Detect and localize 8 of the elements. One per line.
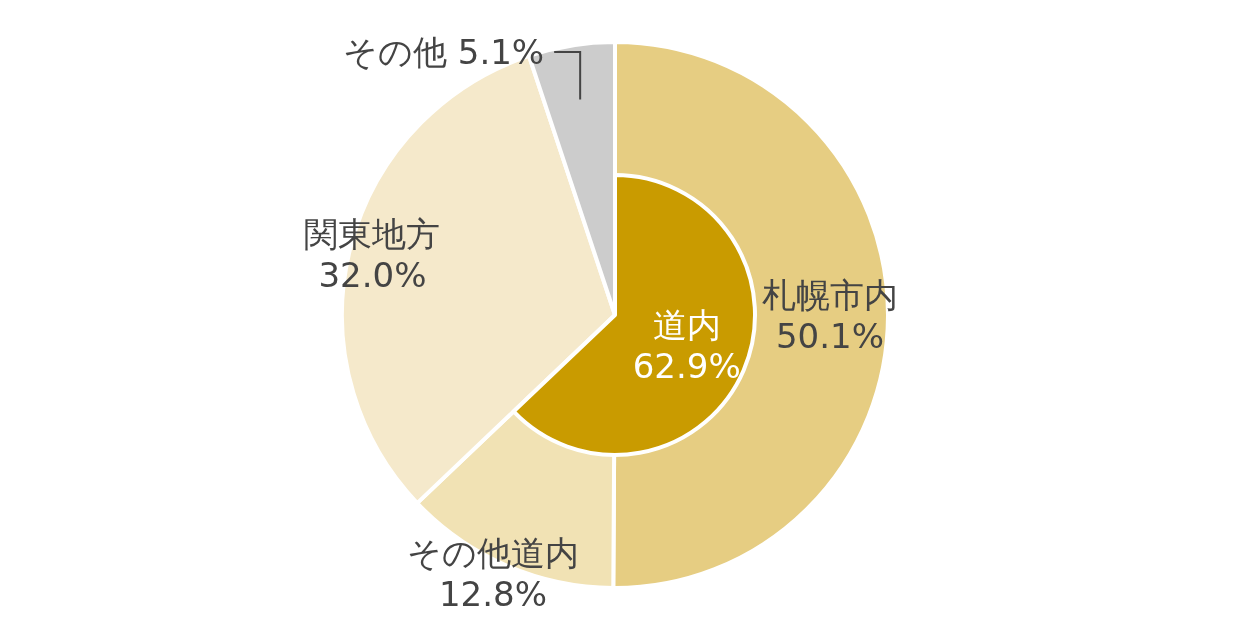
slice-label: 道内	[652, 305, 721, 346]
data-label: 62.9%	[632, 346, 741, 387]
data-label: 50.1%	[775, 315, 885, 356]
slice-label: その他 5.1%	[342, 32, 545, 72]
slice-label: その他道内	[407, 533, 579, 574]
slice-label: 関東地方	[304, 213, 441, 254]
data-label: 32.0%	[318, 254, 427, 295]
data-label: 12.8%	[439, 574, 548, 615]
